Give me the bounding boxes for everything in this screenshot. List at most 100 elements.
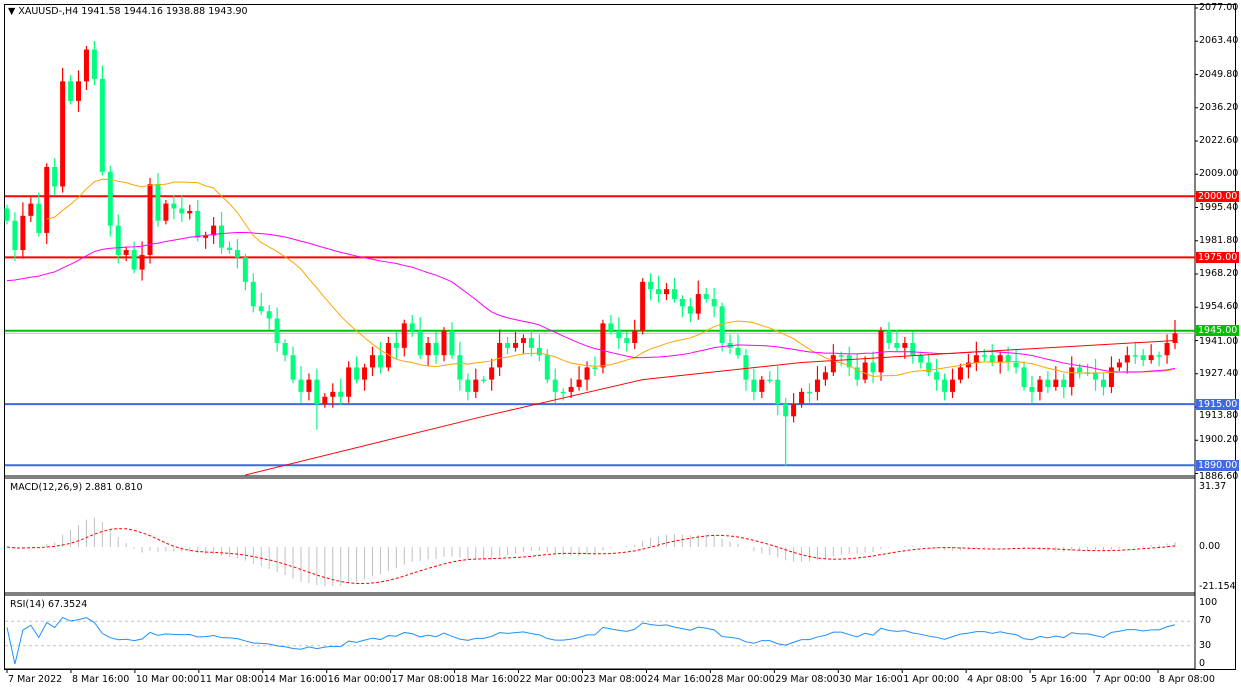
candle-body (12, 220, 18, 251)
high-value: 1944.16 (123, 6, 163, 17)
candle-body (187, 210, 193, 214)
candle-body (330, 391, 336, 397)
candle-body (481, 379, 487, 382)
price-tick-label: 1941.00 (1199, 336, 1239, 348)
candle-body (854, 367, 860, 380)
candle-body (203, 235, 209, 238)
candle-body (1013, 362, 1019, 368)
rsi-axis-label: 100 (1199, 597, 1218, 608)
candle-body (624, 338, 630, 343)
macd-signal-line (6, 528, 1176, 585)
candle-body (552, 379, 558, 392)
candle-body (592, 367, 598, 369)
candle-body (123, 250, 129, 255)
candle-body (234, 250, 240, 258)
time-axis-label: 16 Mar 00:00 (327, 674, 392, 685)
price-tick-label: 1995.40 (1199, 201, 1239, 213)
candle-body (314, 379, 320, 405)
candle-body (600, 323, 606, 368)
level-price-tag: 1975.00 (1196, 251, 1239, 263)
candle-body (274, 318, 280, 343)
candle-body (1164, 342, 1170, 356)
rsi-axis-label: 30 (1199, 639, 1212, 651)
candle-body (576, 379, 582, 387)
open-value: 1941.58 (81, 6, 121, 17)
candle-body (346, 367, 352, 397)
candle-body (369, 355, 375, 368)
moving-average-mid (6, 232, 1176, 373)
candle-body (60, 81, 66, 187)
candle-body (1029, 386, 1035, 392)
low-value: 1938.88 (165, 6, 206, 17)
candle-body (711, 298, 717, 307)
candle-body (377, 355, 383, 368)
candle-body (409, 323, 415, 331)
candle-body (489, 367, 495, 380)
dropdown-triangle-icon[interactable]: ▼ (8, 6, 16, 17)
candle-body (743, 355, 749, 380)
candle-body (425, 342, 431, 356)
candle-body (242, 257, 248, 282)
rsi-label: RSI(14) 67.3524 (10, 599, 88, 610)
level-price-tag: 1945.00 (1196, 325, 1239, 337)
candle-body (1148, 355, 1154, 361)
price-tick-label: 1913.80 (1199, 409, 1239, 421)
candle-body (20, 215, 26, 251)
candle-body (1124, 355, 1130, 363)
candle-body (1061, 379, 1067, 387)
time-axis-label: 11 Mar 08:00 (199, 674, 264, 685)
candle-body (989, 355, 995, 363)
candle-body (1156, 355, 1162, 357)
candle-body (433, 342, 439, 356)
price-tick-label: 1927.40 (1199, 367, 1239, 379)
time-axis-label: 17 Mar 08:00 (391, 674, 456, 685)
candle-body (290, 355, 296, 380)
moving-average-fast (46, 178, 1176, 377)
time-axis-label: 8 Apr 08:00 (1159, 674, 1215, 685)
candle-body (663, 289, 669, 295)
candle-body (965, 362, 971, 368)
candle-body (997, 355, 1003, 363)
candle-body (679, 298, 685, 307)
candle-body (52, 166, 58, 187)
candle-body (107, 171, 113, 226)
candle-body (505, 342, 511, 348)
candle-body (870, 362, 876, 373)
macd-axis-label: 31.37 (1199, 481, 1227, 492)
candle-body (520, 338, 526, 343)
candle-body (171, 203, 177, 209)
price-tick-label: 2022.60 (1199, 135, 1239, 146)
candle-body (393, 342, 399, 348)
candle-body (338, 391, 344, 397)
candle-body (258, 306, 264, 312)
price-tick-label: 1886.60 (1199, 470, 1239, 482)
candle-body (465, 379, 471, 392)
candle-body (473, 379, 479, 392)
candle-body (298, 379, 304, 392)
candle-body (226, 247, 232, 251)
candle-body (910, 342, 916, 356)
candle-body (838, 355, 844, 357)
time-axis-label: 18 Mar 16:00 (455, 674, 520, 685)
price-tick-label: 1954.60 (1199, 301, 1239, 313)
candle-body (656, 289, 662, 295)
rsi-axis-label: 0 (1199, 658, 1206, 669)
candle-body (250, 281, 256, 307)
time-axis-label: 7 Mar 2022 (8, 674, 63, 685)
candle-body (1172, 333, 1178, 343)
candle-body (807, 391, 813, 394)
price-tick-label: 1968.20 (1199, 268, 1239, 280)
candle-body (1069, 367, 1075, 387)
candle-body (306, 379, 312, 392)
time-axis-label: 4 Apr 08:00 (967, 674, 1024, 685)
candle-body (544, 355, 550, 380)
candle-body (822, 372, 828, 380)
candle-body (703, 294, 709, 299)
candle-body (528, 338, 534, 348)
symbol-label: XAUUSD-,H4 (18, 6, 79, 17)
time-axis-label: 14 Mar 16:00 (263, 674, 328, 685)
candle-body (846, 355, 852, 368)
candle-body (219, 225, 225, 248)
